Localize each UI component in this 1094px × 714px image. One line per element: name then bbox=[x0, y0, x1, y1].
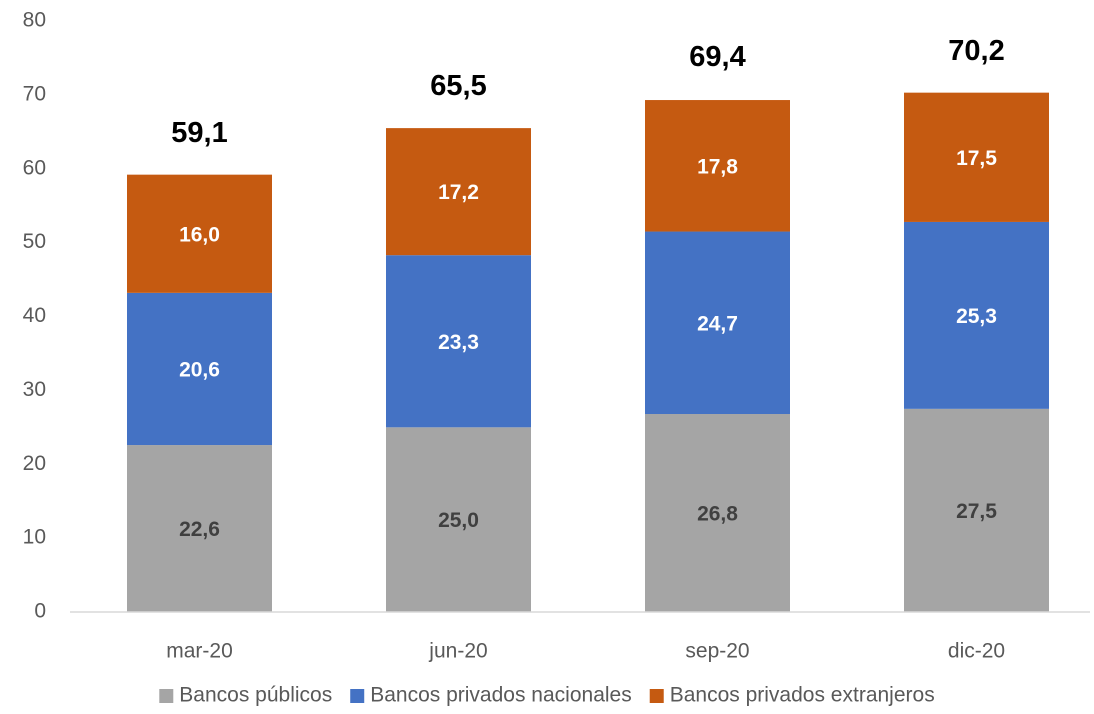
x-tick-label: jun-20 bbox=[428, 640, 487, 663]
x-tick-label: dic-20 bbox=[948, 640, 1005, 663]
total-label: 69,4 bbox=[689, 41, 745, 73]
y-tick-label: 50 bbox=[23, 230, 46, 253]
data-label: 17,8 bbox=[697, 155, 738, 178]
total-label: 59,1 bbox=[171, 117, 227, 149]
y-tick-label: 10 bbox=[23, 526, 46, 549]
legend-swatch bbox=[350, 689, 365, 703]
y-tick-label: 80 bbox=[23, 9, 46, 32]
y-tick-label: 0 bbox=[34, 600, 46, 623]
legend-label: Bancos públicos bbox=[179, 684, 332, 707]
y-tick-label: 20 bbox=[23, 452, 46, 475]
data-label: 17,2 bbox=[438, 181, 479, 204]
bar-segment bbox=[127, 445, 272, 612]
bar-segment bbox=[386, 255, 531, 428]
legend-swatch bbox=[649, 689, 664, 703]
bar-segment bbox=[904, 221, 1049, 409]
legend-label: Bancos privados extranjeros bbox=[670, 684, 935, 707]
total-label: 70,2 bbox=[948, 35, 1004, 67]
y-tick-label: 30 bbox=[23, 378, 46, 401]
legend-label: Bancos privados nacionales bbox=[370, 684, 632, 707]
data-label: 22,6 bbox=[179, 518, 220, 541]
data-label: 16,0 bbox=[179, 223, 220, 246]
bar-segment bbox=[127, 292, 272, 446]
data-label: 23,3 bbox=[438, 331, 479, 354]
x-tick-label: mar-20 bbox=[166, 640, 233, 663]
data-label: 25,3 bbox=[956, 305, 997, 328]
bar-segment bbox=[645, 414, 790, 612]
x-tick-label: sep-20 bbox=[685, 640, 749, 663]
bar-segment bbox=[386, 427, 531, 612]
data-label: 27,5 bbox=[956, 500, 997, 523]
data-label: 17,5 bbox=[956, 147, 997, 170]
bar-segment bbox=[127, 174, 272, 293]
bar-segment bbox=[645, 100, 790, 232]
total-label: 65,5 bbox=[430, 70, 486, 102]
data-label: 25,0 bbox=[438, 509, 479, 532]
data-label: 26,8 bbox=[697, 503, 738, 526]
bar-segment bbox=[645, 231, 790, 415]
bar-segment bbox=[386, 128, 531, 256]
bar-segment bbox=[904, 92, 1049, 222]
y-tick-label: 40 bbox=[23, 304, 46, 327]
legend-swatch bbox=[159, 689, 174, 703]
data-label: 20,6 bbox=[179, 358, 220, 381]
bar-segment bbox=[904, 408, 1049, 612]
data-label: 24,7 bbox=[697, 312, 738, 335]
y-tick-label: 70 bbox=[23, 82, 46, 105]
y-tick-label: 60 bbox=[23, 156, 46, 179]
